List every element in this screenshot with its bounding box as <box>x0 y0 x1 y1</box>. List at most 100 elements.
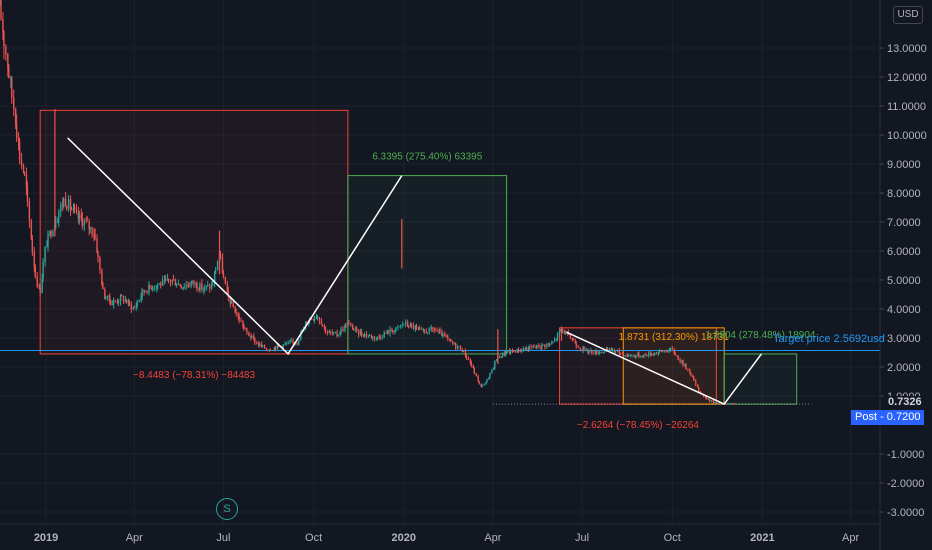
candle-body <box>321 324 324 326</box>
candle-body <box>133 307 135 309</box>
candle-body <box>389 329 391 334</box>
candle-body <box>201 283 203 291</box>
candle-body <box>643 354 645 358</box>
candle-body <box>347 322 349 328</box>
candle-body <box>365 334 368 337</box>
candle-body <box>488 377 490 380</box>
candle-body <box>400 324 402 327</box>
pattern-lines[interactable] <box>67 137 763 406</box>
candle-body <box>245 327 247 329</box>
candle-body <box>13 97 15 110</box>
candle-body <box>28 201 31 221</box>
candle-body <box>681 360 683 362</box>
candle-body <box>640 356 642 357</box>
pattern-line[interactable] <box>566 331 763 406</box>
candle-body <box>8 67 10 79</box>
pattern-line[interactable] <box>67 137 403 356</box>
candle-body <box>599 352 601 354</box>
candle-body <box>77 211 80 219</box>
candle-body <box>122 295 125 302</box>
candle-body <box>564 331 567 334</box>
candle-body <box>508 350 511 354</box>
candle-body <box>642 356 644 358</box>
currency-badge[interactable]: USD <box>893 6 923 24</box>
measure-box-red[interactable] <box>39 109 349 355</box>
candle-body <box>152 287 154 290</box>
candle-body <box>253 335 255 339</box>
candle-body <box>160 283 162 286</box>
candle-body <box>138 299 140 302</box>
candle-body <box>728 403 730 405</box>
candle-body <box>731 403 733 405</box>
candle-body <box>478 381 480 384</box>
candle-body <box>371 336 374 338</box>
candle-body <box>684 364 686 366</box>
candle-body <box>62 198 65 207</box>
candle-body <box>297 342 299 344</box>
candle-body <box>618 350 621 354</box>
last-price-tag: 0.7326 <box>884 396 932 409</box>
candle-body <box>462 350 465 352</box>
candle-body <box>329 331 331 333</box>
candle-body <box>193 280 195 285</box>
candle-body <box>394 329 396 333</box>
candle-body <box>626 355 628 357</box>
candle-body <box>93 234 95 236</box>
candle-body <box>164 278 167 280</box>
candle-body <box>284 343 286 345</box>
candle-body <box>428 327 430 333</box>
candle-body <box>708 398 711 402</box>
measure-box-green[interactable] <box>347 175 508 355</box>
measure-box-green[interactable] <box>723 353 798 405</box>
candle-body <box>146 291 148 293</box>
candle-body <box>587 348 589 353</box>
candle-body <box>224 276 227 285</box>
candle-body <box>461 350 464 352</box>
candle-body <box>183 286 185 288</box>
candle-body <box>11 77 13 98</box>
candle-body <box>493 367 495 370</box>
candle-body <box>410 323 413 326</box>
candle-body <box>25 174 28 188</box>
price-axis[interactable]: 13.0000 12.0000 11.0000 10.0000 9.0000 8.0000… <box>880 43 927 519</box>
candle-body <box>110 300 112 305</box>
candle-body <box>263 345 266 349</box>
candle-body <box>553 339 556 343</box>
candle-body <box>716 402 719 404</box>
candle-body <box>677 355 679 360</box>
candle-body <box>70 209 73 211</box>
x-tick-label: Jul <box>575 532 589 544</box>
candle-body <box>127 300 130 304</box>
candle-body <box>345 325 347 328</box>
candle-body <box>504 351 507 355</box>
candle-body <box>491 369 493 373</box>
candle-body <box>41 278 43 293</box>
horizontal-lines[interactable] <box>0 349 880 405</box>
split-event-marker[interactable]: S <box>216 498 238 520</box>
candle-body <box>221 258 224 273</box>
candle-body <box>608 348 611 350</box>
candle-body <box>159 283 161 285</box>
candle-body <box>624 355 626 357</box>
time-axis[interactable]: 2019 Apr Jul Oct 2020 Apr Jul Oct 2021 Apr <box>34 532 860 544</box>
candle-body <box>119 295 122 302</box>
candle-body <box>569 333 572 339</box>
candle-body <box>174 279 177 286</box>
y-tick-label: 11.0000 <box>887 101 926 113</box>
candle-body <box>44 247 46 262</box>
candle-body <box>0 0 2 19</box>
candle-body <box>166 278 169 280</box>
candle-body <box>50 231 52 236</box>
candle-body <box>5 46 7 55</box>
candle-body <box>403 324 405 326</box>
candle-body <box>324 326 327 333</box>
candle-body <box>211 284 214 286</box>
candle-body <box>489 372 491 378</box>
candle-body <box>712 400 715 403</box>
candle-body <box>459 346 462 351</box>
candle-body <box>556 333 559 339</box>
candle-body <box>116 301 119 303</box>
candle-body <box>450 339 452 342</box>
